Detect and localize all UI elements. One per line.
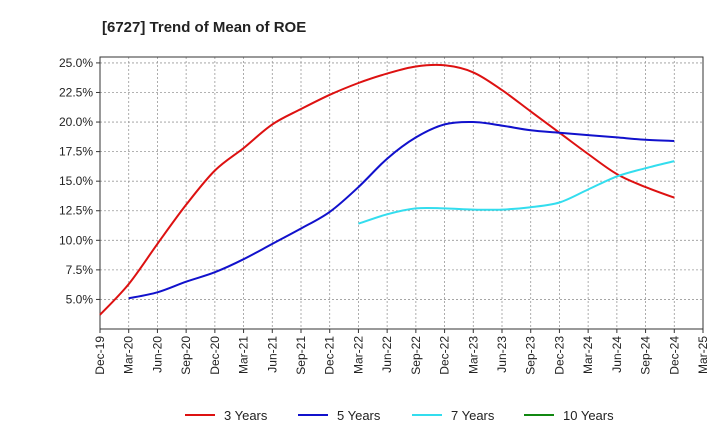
legend-label-3-years: 3 Years xyxy=(224,408,268,423)
x-tick-label: Jun-21 xyxy=(265,336,279,373)
legend-label-7-years: 7 Years xyxy=(451,408,495,423)
x-tick-label: Mar-22 xyxy=(351,336,365,374)
x-tick-label: Sep-23 xyxy=(524,336,538,375)
legend: 3 Years 5 Years 7 Years 10 Years xyxy=(185,408,614,423)
x-tick-label: Dec-19 xyxy=(93,336,107,375)
x-tick-label: Sep-20 xyxy=(179,336,193,375)
x-tick-label: Mar-20 xyxy=(122,336,136,374)
series-line-3-years xyxy=(99,63,675,316)
x-tick-label: Jun-23 xyxy=(495,336,509,373)
y-tick-label: 10.0% xyxy=(59,233,93,247)
grid xyxy=(100,57,703,329)
x-tick-label: Jun-24 xyxy=(610,336,624,373)
x-tick-label: Dec-22 xyxy=(438,336,452,375)
y-tick-label: 7.5% xyxy=(66,263,94,277)
x-tick-label: Sep-24 xyxy=(639,336,653,375)
y-tick-label: 22.5% xyxy=(59,85,93,99)
x-tick-label: Jun-22 xyxy=(380,336,394,373)
y-tick-label: 5.0% xyxy=(66,292,94,306)
x-tick-label: Dec-24 xyxy=(667,336,681,375)
plot-frame xyxy=(99,56,704,330)
series-line-5-years xyxy=(128,120,675,300)
x-tick-label: Mar-25 xyxy=(696,336,710,374)
legend-label-5-years: 5 Years xyxy=(337,408,381,423)
y-tick-label: 17.5% xyxy=(59,145,93,159)
legend-label-10-years: 10 Years xyxy=(563,408,614,423)
x-tick-label: Dec-21 xyxy=(323,336,337,375)
series-line-7-years xyxy=(358,160,675,225)
y-tick-label: 25.0% xyxy=(59,56,93,70)
x-tick-label: Mar-21 xyxy=(237,336,251,374)
x-tick-label: Jun-20 xyxy=(150,336,164,373)
x-tick-label: Sep-22 xyxy=(409,336,423,375)
y-tick-label: 15.0% xyxy=(59,174,93,188)
y-tick-label: 12.5% xyxy=(59,204,93,218)
y-axis-ticks: 5.0% 7.5% 10.0% 12.5% 15.0% 17.5% 20.0% 22.5% 25… xyxy=(59,56,100,306)
chart-title: [6727] Trend of Mean of ROE xyxy=(102,19,306,36)
x-axis-ticks: Dec-19 Mar-20 Jun-20 Sep-20 Dec-20 Mar-21 Jun-… xyxy=(93,329,710,375)
y-tick-label: 20.0% xyxy=(59,115,93,129)
series-lines xyxy=(99,63,675,316)
x-tick-label: Dec-23 xyxy=(552,336,566,375)
x-tick-label: Mar-24 xyxy=(581,336,595,374)
x-tick-label: Mar-23 xyxy=(466,336,480,374)
x-tick-label: Sep-21 xyxy=(294,336,308,375)
x-tick-label: Dec-20 xyxy=(208,336,222,375)
